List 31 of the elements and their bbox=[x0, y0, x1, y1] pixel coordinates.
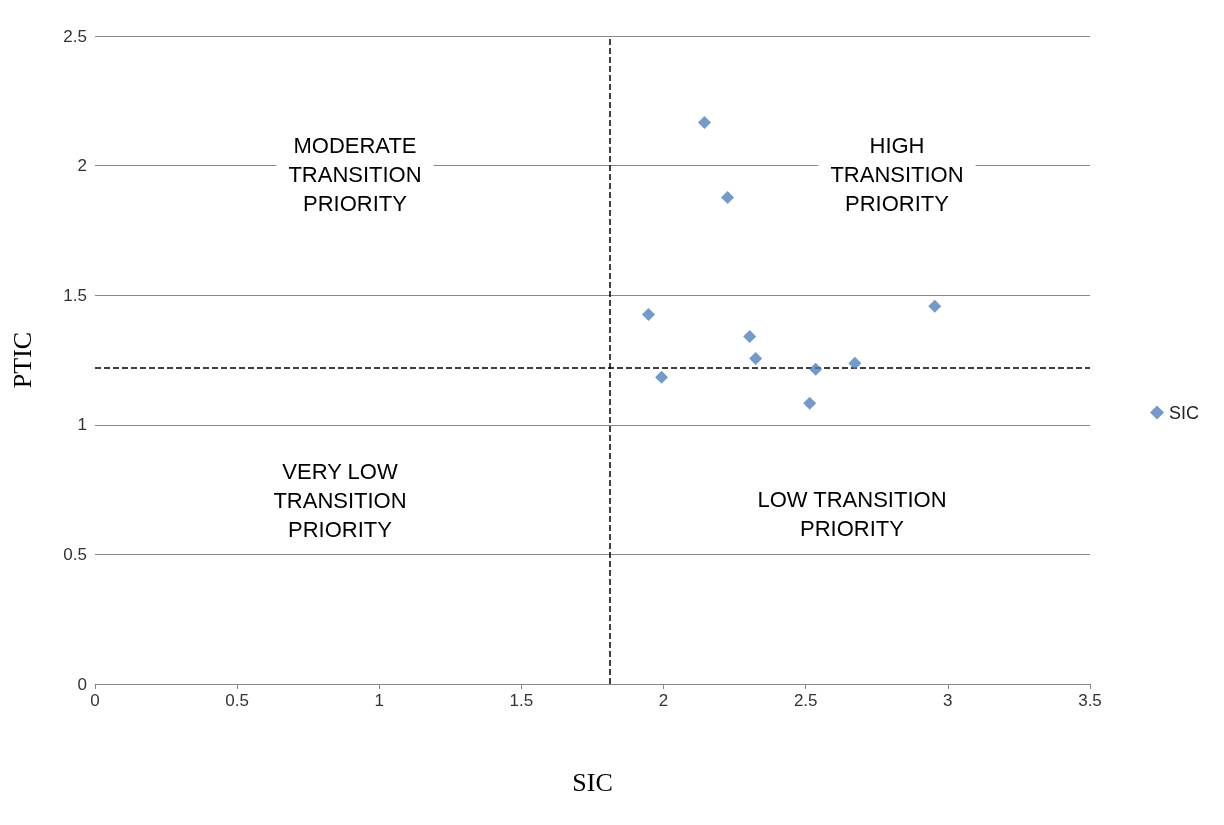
point bbox=[848, 356, 862, 370]
x-tick-label: 0.5 bbox=[225, 691, 249, 710]
x-tick-label: 3.5 bbox=[1078, 691, 1102, 710]
annotation: MODERATE TRANSITION PRIORITY bbox=[288, 132, 422, 216]
annotation: VERY LOW TRANSITION PRIORITY bbox=[273, 458, 407, 542]
point bbox=[642, 307, 655, 321]
x-tick-label: 3 bbox=[943, 691, 953, 710]
x-tick-label: 2 bbox=[658, 691, 669, 710]
y-tick-label: 2 bbox=[77, 156, 87, 176]
point bbox=[721, 190, 735, 204]
y-tick-label: 2.5 bbox=[63, 26, 87, 46]
y-tick-label: 1 bbox=[77, 415, 87, 435]
x-tick-label: 0 bbox=[90, 691, 100, 710]
point bbox=[655, 370, 669, 384]
x-tick-label: 1.5 bbox=[509, 691, 534, 710]
y-tick-label: 1.5 bbox=[63, 285, 87, 305]
point bbox=[698, 116, 712, 130]
point bbox=[803, 396, 817, 410]
point bbox=[749, 351, 763, 365]
x-tick-label: 2.5 bbox=[793, 691, 818, 710]
y-axis-title: PTIC bbox=[7, 331, 37, 389]
x-tick-label: 1 bbox=[374, 691, 385, 710]
legend-label: SIC bbox=[1168, 402, 1200, 423]
y-tick-label: 0 bbox=[77, 674, 87, 694]
point bbox=[809, 362, 823, 376]
point bbox=[743, 329, 757, 343]
y-tick-label: 0.5 bbox=[63, 544, 87, 564]
annotation: HIGH TRANSITION PRIORITY bbox=[830, 132, 964, 216]
point bbox=[928, 299, 942, 313]
annotation: LOW TRANSITION PRIORITY bbox=[757, 487, 947, 541]
x-axis-title: SIC bbox=[572, 767, 613, 797]
